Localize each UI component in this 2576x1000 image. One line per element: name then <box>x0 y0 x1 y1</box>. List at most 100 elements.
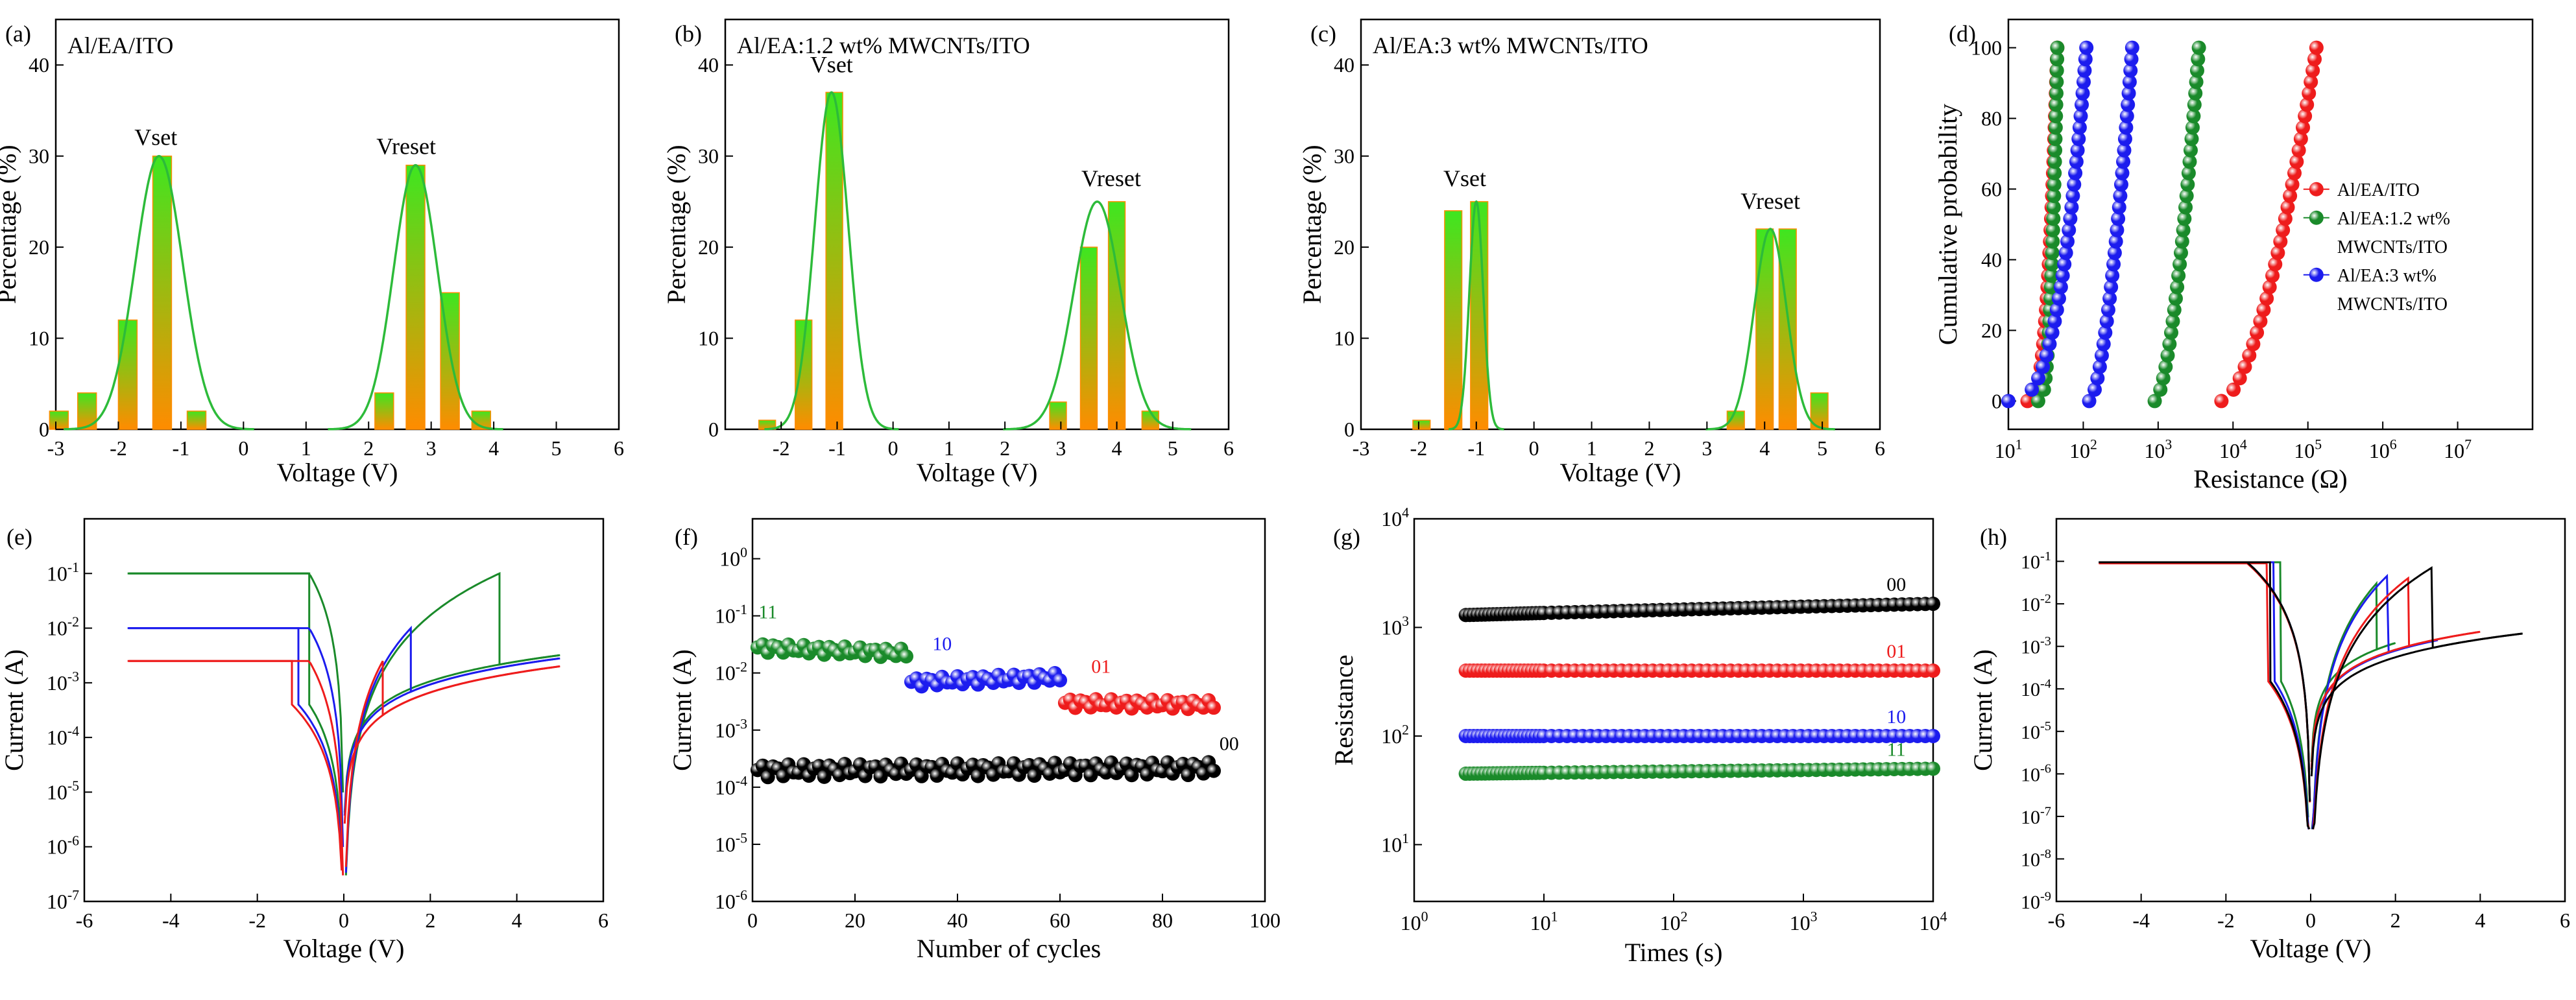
iv-curve <box>344 625 560 873</box>
data-point <box>2047 189 2062 204</box>
x-tick-label: 60 <box>1050 909 1070 932</box>
iv-curve <box>2099 561 2311 802</box>
data-point <box>965 757 980 772</box>
gaussian-fit-curve <box>1003 200 1192 431</box>
data-point <box>2079 40 2094 55</box>
y-axis-label: Percentage (%) <box>1297 145 1327 304</box>
data-point <box>2265 268 2280 283</box>
data-point <box>2117 143 2132 158</box>
data-point <box>2119 120 2134 135</box>
data-point <box>2124 52 2139 67</box>
panel-label: (b) <box>675 21 702 47</box>
data-point <box>2232 371 2247 386</box>
y-axis-label: Percentage (%) <box>0 145 21 304</box>
x-tick-label: -2 <box>773 436 790 460</box>
data-point <box>755 758 770 773</box>
data-point <box>2048 120 2063 135</box>
data-point <box>2304 75 2318 89</box>
data-point <box>1926 663 1940 678</box>
data-point <box>2189 75 2204 89</box>
data-point <box>2110 222 2125 237</box>
data-point <box>2293 132 2308 147</box>
x-tick-label: -1 <box>828 436 846 460</box>
data-point <box>2105 268 2120 283</box>
y-tick-label: 40 <box>1981 248 2002 271</box>
gaussian-fit-curve <box>1449 200 1504 431</box>
y-tick-label: 10-4 <box>2021 677 2051 701</box>
data-point <box>2187 97 2202 112</box>
data-point <box>1207 700 1221 715</box>
inset-title: Al/EA:3 wt% MWCNTs/ITO <box>1373 32 1648 58</box>
gaussian-fit-curve <box>764 91 899 431</box>
data-point <box>2111 211 2126 226</box>
y-tick-label: 10-6 <box>47 833 79 858</box>
panel-e: -6 -4 -2 0 2 4 6 10-7 10-6 10-5 10-4 10-3 10-2 10-1 Vo… <box>0 518 608 963</box>
data-point <box>2001 394 2016 409</box>
x-tick-label: 101 <box>1995 437 2023 462</box>
data-point <box>2122 75 2137 89</box>
data-point <box>2300 97 2315 112</box>
y-tick-label: 20 <box>1334 235 1354 259</box>
x-tick-label: 2 <box>1000 436 1010 460</box>
data-point <box>2167 302 2182 317</box>
y-tick-label: 102 <box>1381 722 1409 748</box>
data-point <box>2116 154 2131 169</box>
data-point <box>2055 268 2070 283</box>
data-point <box>2113 189 2128 204</box>
data-point <box>2104 280 2119 294</box>
x-tick-label: -1 <box>173 436 190 460</box>
data-point <box>2072 120 2087 135</box>
y-axis-label: Current (A) <box>668 649 697 771</box>
level-label: 00 <box>1886 574 1906 595</box>
data-point <box>2171 268 2186 283</box>
x-tick-label: -3 <box>47 436 65 460</box>
panel-b: Vset Vreset -2 -1 0 1 2 3 4 5 6 0 10 20 30 40 Voltage (V… <box>662 18 1234 487</box>
histogram-bar <box>1444 210 1463 430</box>
level-label: 00 <box>1220 733 1239 754</box>
y-tick-label: 10-2 <box>2021 592 2051 616</box>
data-point <box>2042 337 2057 351</box>
data-point <box>1053 673 1067 688</box>
data-point <box>2046 200 2061 215</box>
data-point <box>812 759 826 774</box>
plot-frame <box>2007 18 2534 431</box>
data-point <box>2058 245 2073 260</box>
x-axis-label: Voltage (V) <box>1560 458 1681 487</box>
data-point <box>2075 86 2090 101</box>
y-tick-label: 20 <box>1981 318 2002 342</box>
y-tick-label: 80 <box>1981 107 2002 130</box>
x-axis-label: Voltage (V) <box>283 934 405 963</box>
data-point <box>2250 325 2265 340</box>
data-point <box>2309 40 2324 55</box>
panel-f: 0 20 40 60 80 10010-610-510-410-310-210-11001… <box>668 518 1281 963</box>
x-tick-label: 0 <box>339 909 349 932</box>
data-point <box>2253 314 2268 329</box>
y-tick-label: 10-4 <box>715 773 747 798</box>
data-point <box>2049 63 2064 78</box>
data-point <box>2256 302 2271 317</box>
y-tick-label: 40 <box>29 53 49 77</box>
data-point <box>2051 291 2066 306</box>
x-tick-label: 5 <box>1817 436 1827 460</box>
data-point <box>2030 394 2045 409</box>
data-point <box>2214 394 2229 409</box>
data-point <box>2053 280 2068 294</box>
data-point <box>2036 359 2051 374</box>
plot-frame <box>2055 518 2566 903</box>
x-tick-label: 103 <box>2144 437 2172 462</box>
data-point <box>2289 154 2304 169</box>
x-tick-label: 3 <box>1702 436 1712 460</box>
x-tick-label: -2 <box>1410 436 1428 460</box>
x-tick-label: -3 <box>1353 436 1370 460</box>
data-point <box>2186 109 2201 124</box>
y-tick-label: 30 <box>1334 145 1354 168</box>
peak-label: Vreset <box>1081 165 1141 191</box>
y-tick-label: 10-3 <box>715 716 747 741</box>
x-tick-label: 2 <box>363 436 374 460</box>
data-point <box>2045 257 2060 272</box>
data-point <box>2156 371 2171 386</box>
legend-label: Al/EA:1.2 wt% <box>2337 209 2450 229</box>
data-point <box>2078 52 2093 67</box>
iv-curve <box>344 571 560 875</box>
